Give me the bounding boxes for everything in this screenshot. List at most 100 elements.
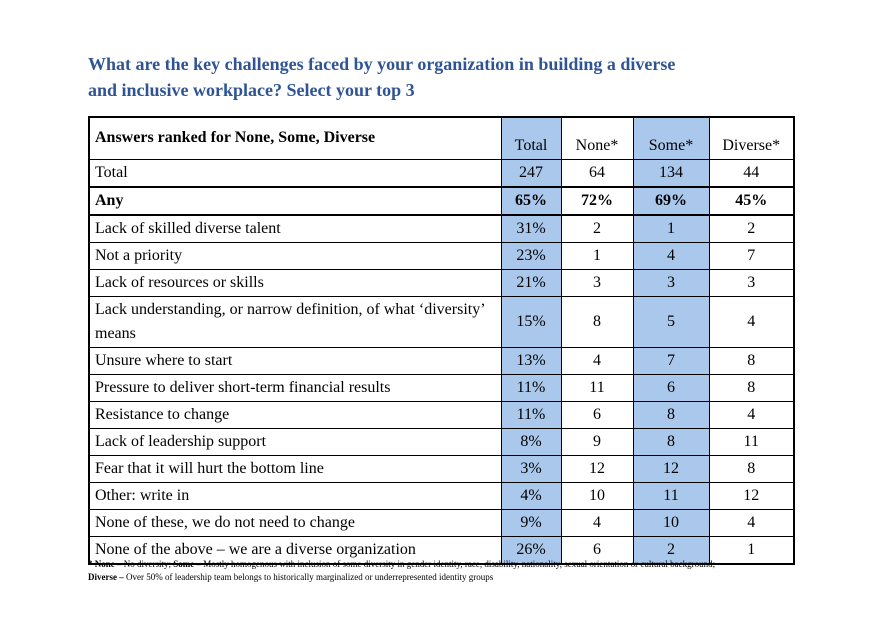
cell-value: 4 xyxy=(632,241,710,270)
table-row: Fear that it will hurt the bottom line 3%… xyxy=(88,454,795,483)
row-label: Not a priority xyxy=(88,241,502,270)
cell-value: 2 xyxy=(560,214,634,243)
cell-value: 2 xyxy=(632,535,710,564)
cell-value: 11 xyxy=(560,373,634,402)
cell-value: 8 xyxy=(708,373,795,402)
column-header-total: Total xyxy=(500,116,562,160)
table-row: None of these, we do not need to change 9… xyxy=(88,508,795,537)
cell-value: 5 xyxy=(632,295,710,348)
cell-value: 4% xyxy=(500,481,562,510)
cell-value: 11 xyxy=(708,427,795,456)
cell-value: 15% xyxy=(500,295,562,348)
row-label: Fear that it will hurt the bottom line xyxy=(88,454,502,483)
footnote-text: * None – xyxy=(88,559,124,569)
page-title: What are the key challenges faced by you… xyxy=(88,51,675,103)
cell-value: 12 xyxy=(560,454,634,483)
cell-value: 9 xyxy=(560,427,634,456)
cell-value: 6 xyxy=(560,400,634,429)
page-title-line-1: What are the key challenges faced by you… xyxy=(88,54,676,74)
footnote-text: No diversity; xyxy=(123,559,174,569)
row-label: Unsure where to start xyxy=(88,346,502,375)
cell-value: 2 xyxy=(708,214,795,243)
cell-value: 134 xyxy=(632,158,710,187)
table-corner-label: Answers ranked for None, Some, Diverse xyxy=(88,116,502,160)
cell-value: 7 xyxy=(632,346,710,375)
column-header-some: Some* xyxy=(632,116,710,160)
table-row: Pressure to deliver short-term financial… xyxy=(88,373,795,402)
cell-value: 10 xyxy=(632,508,710,537)
cell-value: 8 xyxy=(632,427,710,456)
results-table: Answers ranked for None, Some, Diverse T… xyxy=(88,116,795,565)
cell-value: 3 xyxy=(560,268,634,297)
cell-value: 4 xyxy=(560,508,634,537)
cell-value: 1 xyxy=(632,214,710,243)
table-row: Unsure where to start 13% 4 7 8 xyxy=(88,346,795,375)
footnote-text: Mostly homogenous with inclusion of some… xyxy=(203,559,716,569)
table-row: Lack of skilled diverse talent 31% 2 1 2 xyxy=(88,214,795,243)
table-row: Other: write in 4% 10 11 12 xyxy=(88,481,795,510)
row-label: Other: write in xyxy=(88,481,502,510)
row-label: Total xyxy=(88,158,502,187)
cell-value: 72% xyxy=(560,185,634,216)
cell-value: 4 xyxy=(708,508,795,537)
table-row: None of the above – we are a diverse org… xyxy=(88,535,795,564)
footnote: * None – No diversity; Some – Mostly hom… xyxy=(88,558,715,584)
table-row: Total 247 64 134 44 xyxy=(88,158,795,187)
cell-value: 11 xyxy=(632,481,710,510)
cell-value: 69% xyxy=(632,185,710,216)
cell-value: 64 xyxy=(560,158,634,187)
table-header-row: Answers ranked for None, Some, Diverse T… xyxy=(88,116,795,160)
cell-value: 26% xyxy=(500,535,562,564)
cell-value: 21% xyxy=(500,268,562,297)
table-row: Any 65% 72% 69% 45% xyxy=(88,185,795,216)
cell-value: 9% xyxy=(500,508,562,537)
cell-value: 3 xyxy=(632,268,710,297)
cell-value: 247 xyxy=(500,158,562,187)
page-title-line-2: and inclusive workplace? Select your top… xyxy=(88,80,415,100)
row-label: Lack understanding, or narrow definition… xyxy=(88,295,502,348)
footnote-line: * None – No diversity; Some – Mostly hom… xyxy=(88,558,715,571)
cell-value: 6 xyxy=(632,373,710,402)
footnote-line: Diverse – Over 50% of leadership team be… xyxy=(88,571,715,584)
cell-value: 8 xyxy=(560,295,634,348)
cell-value: 3 xyxy=(708,268,795,297)
cell-value: 3% xyxy=(500,454,562,483)
row-label: None of these, we do not need to change xyxy=(88,508,502,537)
table-row: Lack understanding, or narrow definition… xyxy=(88,295,795,348)
cell-value: 12 xyxy=(708,481,795,510)
row-label: Any xyxy=(88,185,502,216)
row-label: Pressure to deliver short-term financial… xyxy=(88,373,502,402)
cell-value: 11% xyxy=(500,400,562,429)
cell-value: 4 xyxy=(708,400,795,429)
cell-value: 10 xyxy=(560,481,634,510)
column-header-diverse: Diverse* xyxy=(708,116,795,160)
cell-value: 12 xyxy=(632,454,710,483)
row-label: Lack of resources or skills xyxy=(88,268,502,297)
cell-value: 8% xyxy=(500,427,562,456)
table-body: Total 247 64 134 44 Any 65% 72% 69% 45% Lack of sk… xyxy=(88,158,795,564)
cell-value: 7 xyxy=(708,241,795,270)
row-label: Lack of leadership support xyxy=(88,427,502,456)
column-header-none: None* xyxy=(560,116,634,160)
table-row: Lack of resources or skills 21% 3 3 3 xyxy=(88,268,795,297)
cell-value: 1 xyxy=(560,241,634,270)
table-row: Resistance to change 11% 6 8 4 xyxy=(88,400,795,429)
cell-value: 13% xyxy=(500,346,562,375)
table-row: Lack of leadership support 8% 9 8 11 xyxy=(88,427,795,456)
table-row: Not a priority 23% 1 4 7 xyxy=(88,241,795,270)
cell-value: 8 xyxy=(632,400,710,429)
row-label: Lack of skilled diverse talent xyxy=(88,214,502,243)
cell-value: 23% xyxy=(500,241,562,270)
cell-value: 4 xyxy=(560,346,634,375)
cell-value: 8 xyxy=(708,346,795,375)
footnote-text: Over 50% of leadership team belongs to h… xyxy=(126,572,494,582)
cell-value: 6 xyxy=(560,535,634,564)
cell-value: 4 xyxy=(708,295,795,348)
cell-value: 44 xyxy=(708,158,795,187)
cell-value: 31% xyxy=(500,214,562,243)
cell-value: 11% xyxy=(500,373,562,402)
cell-value: 1 xyxy=(708,535,795,564)
footnote-text: Diverse – xyxy=(88,572,126,582)
row-label: Resistance to change xyxy=(88,400,502,429)
